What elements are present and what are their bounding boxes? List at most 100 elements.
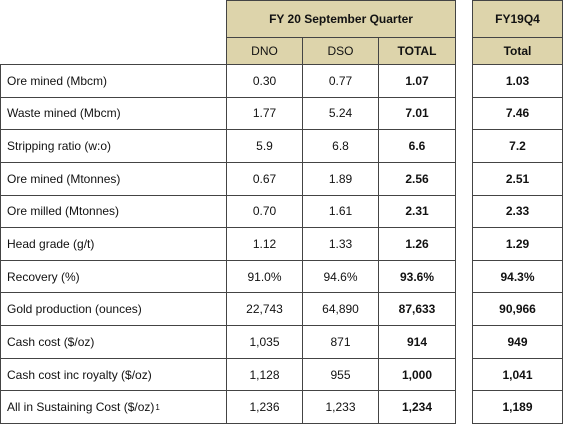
row-label: Ore milled (Mtonnes): [0, 194, 227, 229]
value-cell: 2.56: [378, 161, 456, 196]
cell-text: 93.6%: [399, 269, 435, 284]
value-cell: 93.6%: [378, 259, 456, 294]
row-label: Cash cost ($/oz): [0, 325, 227, 359]
value-cell: 6.6: [378, 129, 456, 163]
cell-text: 5.9: [256, 139, 273, 154]
cell-text: TOTAL: [397, 44, 437, 58]
column-header: DSO: [302, 37, 379, 65]
prior-value-cell: 1,189: [472, 390, 563, 424]
column-header: DNO: [226, 37, 303, 65]
cell-text: 1,233: [325, 400, 356, 415]
cell-text: 1.07: [405, 73, 429, 88]
value-cell: 91.0%: [226, 259, 303, 294]
row-label: Recovery (%): [0, 259, 227, 294]
cell-text: 1,234: [401, 400, 433, 415]
cell-text: 1.03: [505, 73, 530, 88]
value-cell: 1,234: [378, 390, 456, 424]
value-cell: 1,000: [378, 357, 456, 392]
cell-text: FY19Q4: [495, 12, 540, 26]
row-label: Ore mined (Mbcm): [0, 64, 227, 98]
row-label: Ore mined (Mtonnes): [0, 161, 227, 196]
cell-text: 0.30: [252, 73, 277, 88]
cell-text: Ore mined (Mbcm): [7, 73, 108, 88]
value-cell: 1.89: [302, 161, 379, 196]
cell-text: 2.31: [405, 204, 429, 219]
value-cell: 94.6%: [302, 259, 379, 294]
cell-text: 7.46: [505, 106, 530, 121]
cell-text: 2.33: [505, 204, 530, 219]
cell-text: 1,035: [249, 334, 280, 349]
cell-text: 90,966: [499, 302, 536, 317]
row-label: Gold production (ounces): [0, 292, 227, 327]
cell-text: 94.3%: [500, 269, 535, 284]
cell-text: 0.70: [252, 204, 277, 219]
cell-text: Cash cost inc royalty ($/oz): [7, 367, 152, 382]
cell-text: 1,236: [249, 400, 280, 415]
cell-text: 6.6: [408, 139, 426, 154]
cell-text: Head grade (g/t): [7, 236, 95, 251]
cell-text: FY 20 September Quarter: [269, 12, 413, 26]
cell-text: DSO: [327, 44, 354, 58]
cell-text: 87,633: [398, 302, 436, 317]
cell-text: 1.77: [252, 106, 277, 121]
cell-text: Ore milled (Mtonnes): [7, 204, 120, 219]
cell-text: Recovery (%): [7, 269, 80, 284]
column-header: TOTAL: [378, 37, 456, 65]
cell-text: 1.26: [405, 236, 429, 251]
value-cell: 1.33: [302, 227, 379, 261]
cell-text: 0.77: [328, 73, 353, 88]
value-cell: 22,743: [226, 292, 303, 327]
value-cell: 1,233: [302, 390, 379, 424]
row-label: Head grade (g/t): [0, 227, 227, 261]
value-cell: 64,890: [302, 292, 379, 327]
value-cell: 2.31: [378, 194, 456, 229]
value-cell: 1.26: [378, 227, 456, 261]
cell-text: 1.89: [328, 171, 353, 186]
row-label: All in Sustaining Cost ($/oz) 1: [0, 390, 227, 424]
prior-value-cell: 7.2: [472, 129, 563, 163]
prior-value-cell: 1.03: [472, 64, 563, 98]
cell-text: 1.29: [505, 236, 530, 251]
cell-text: 5.24: [328, 106, 353, 121]
cell-text: Total: [503, 44, 532, 58]
value-cell: 871: [302, 325, 379, 359]
cell-text: 7.2: [509, 139, 526, 154]
row-label: Cash cost inc royalty ($/oz): [0, 357, 227, 392]
cell-text: 1,000: [401, 367, 433, 382]
prior-value-cell: 2.33: [472, 194, 563, 229]
value-cell: 0.77: [302, 64, 379, 98]
value-cell: 0.67: [226, 161, 303, 196]
cell-text: 871: [330, 334, 351, 349]
cell-text: Stripping ratio (w:o): [7, 139, 112, 154]
cell-text: 1,128: [249, 367, 280, 382]
cell-text: 7.01: [405, 106, 429, 121]
prior-value-cell: 94.3%: [472, 259, 563, 294]
row-label: Waste mined (Mbcm): [0, 96, 227, 131]
cell-text: 64,890: [322, 302, 359, 317]
cell-text: 22,743: [246, 302, 283, 317]
cell-text: 91.0%: [247, 269, 282, 284]
prior-value-cell: 949: [472, 325, 563, 359]
footnote-marker: 1: [155, 402, 160, 412]
cell-text: 955: [330, 367, 351, 382]
group-header: FY 20 September Quarter: [226, 0, 456, 38]
row-label: Stripping ratio (w:o): [0, 129, 227, 163]
prior-value-cell: 1,041: [472, 357, 563, 392]
value-cell: 7.01: [378, 96, 456, 131]
value-cell: 6.8: [302, 129, 379, 163]
cell-text: Ore mined (Mtonnes): [7, 171, 121, 186]
cell-text: 94.6%: [323, 269, 358, 284]
cell-text: Cash cost ($/oz): [7, 334, 95, 349]
cell-text: 1,189: [502, 400, 533, 415]
value-cell: 1.77: [226, 96, 303, 131]
cell-text: 914: [406, 334, 428, 349]
cell-text: Waste mined (Mbcm): [7, 106, 121, 121]
cell-text: All in Sustaining Cost ($/oz): [7, 400, 155, 415]
cell-text: 1.12: [252, 236, 277, 251]
cell-text: 1,041: [502, 367, 533, 382]
value-cell: 914: [378, 325, 456, 359]
value-cell: 0.70: [226, 194, 303, 229]
value-cell: 1,035: [226, 325, 303, 359]
value-cell: 955: [302, 357, 379, 392]
